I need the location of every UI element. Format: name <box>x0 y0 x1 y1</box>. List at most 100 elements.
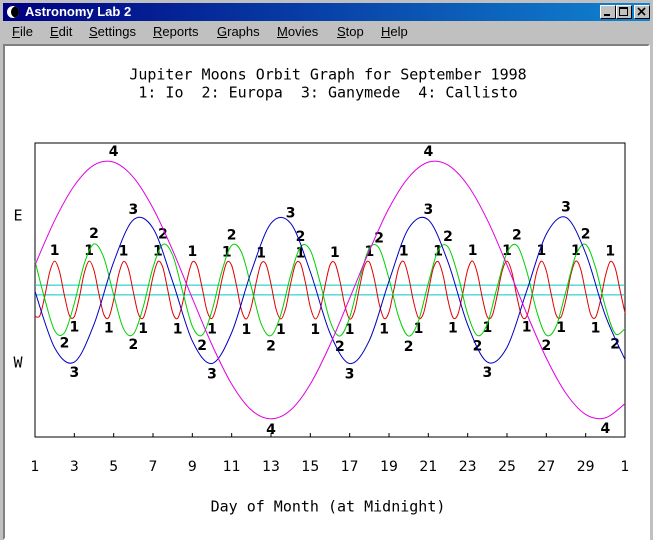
curve-label: 1 <box>482 320 492 336</box>
menu-item[interactable]: Stop <box>337 24 364 39</box>
plot-frame <box>34 142 626 438</box>
curve-label: 2 <box>227 227 237 243</box>
x-tick-label: 23 <box>459 459 477 475</box>
x-tick-label: 17 <box>341 459 359 475</box>
curve-label: 1 <box>556 320 566 336</box>
curve-label: 2 <box>158 226 168 242</box>
x-tick-label: 1 <box>31 459 40 475</box>
window-title: Astronomy Lab 2 <box>25 4 132 19</box>
curve-label: 2 <box>512 227 522 243</box>
curve-label: 1 <box>591 320 601 336</box>
curve-label: 3 <box>207 367 217 383</box>
x-tick-label: 19 <box>380 459 398 475</box>
chart-subtitle: 1: Io 2: Europa 3: Ganymede 4: Callisto <box>138 84 517 102</box>
curve-label: 3 <box>286 205 296 221</box>
maximize-button[interactable] <box>616 5 632 19</box>
curve-label: 1 <box>256 246 266 262</box>
x-tick-label: 3 <box>70 459 79 475</box>
curve-label: 2 <box>296 229 306 245</box>
curve-label: 1 <box>433 244 443 260</box>
curve-label: 2 <box>541 338 551 354</box>
curve-label: 4 <box>423 144 433 160</box>
menu-item[interactable]: Graphs <box>217 24 260 39</box>
curve-label: 1 <box>69 319 79 335</box>
curve-label: 1 <box>276 322 286 338</box>
curve-label: 1 <box>522 319 532 335</box>
curve-label: 1 <box>173 321 183 337</box>
curve-label: 1 <box>468 243 478 259</box>
x-tick-label: 27 <box>537 459 555 475</box>
menu-item[interactable]: Settings <box>89 24 136 39</box>
client-area <box>3 44 650 540</box>
curve-label: 1 <box>50 243 60 259</box>
x-tick-label: 15 <box>301 459 319 475</box>
curve-label: 1 <box>364 244 374 260</box>
curve-label: 2 <box>443 229 453 245</box>
curve-label: 1 <box>571 243 581 259</box>
menu-item[interactable]: File <box>12 24 33 39</box>
curve-label: 3 <box>482 365 492 381</box>
x-tick-label: 1 <box>621 459 630 475</box>
menu-item[interactable]: Help <box>381 24 408 39</box>
curve-label: 1 <box>414 321 424 337</box>
curve-label: 2 <box>581 226 591 242</box>
x-tick-label: 5 <box>109 459 118 475</box>
chart-title: Jupiter Moons Orbit Graph for September … <box>129 66 526 84</box>
curve-label: 2 <box>473 339 483 355</box>
curve-label: 1 <box>222 245 232 261</box>
curve-label: 3 <box>345 367 355 383</box>
curve-label: 1 <box>242 322 252 338</box>
curve-label: 1 <box>448 320 458 336</box>
x-tick-label: 13 <box>262 459 280 475</box>
east-label: E <box>13 207 22 225</box>
curve-label: 1 <box>187 244 197 260</box>
orbit-line <box>34 260 626 320</box>
curve-label: 4 <box>600 421 610 437</box>
curve-label: 2 <box>128 337 138 353</box>
menu-item[interactable]: Movies <box>277 24 319 39</box>
curve-label: 1 <box>310 322 320 338</box>
curve-label: 1 <box>330 245 340 261</box>
x-tick-label: 11 <box>223 459 241 475</box>
x-tick-label: 7 <box>149 459 158 475</box>
curve-label: 3 <box>423 202 433 218</box>
curve-label: 3 <box>561 199 571 215</box>
curve-label: 4 <box>109 144 119 160</box>
close-button[interactable] <box>634 5 650 19</box>
curve-label: 4 <box>266 422 276 438</box>
curve-label: 1 <box>379 321 389 337</box>
app-icon <box>7 6 19 18</box>
curve-label: 1 <box>296 246 306 262</box>
curve-label: 1 <box>138 321 148 337</box>
curve-label: 2 <box>89 226 99 242</box>
minimize-button[interactable] <box>600 5 616 19</box>
curve-label: 2 <box>404 339 414 355</box>
x-tick-label: 21 <box>419 459 437 475</box>
menu-item[interactable]: Reports <box>153 24 199 39</box>
curve-label: 3 <box>69 365 79 381</box>
curve-label: 1 <box>399 244 409 260</box>
curve-label: 3 <box>128 202 138 218</box>
curve-label: 1 <box>207 321 217 337</box>
curve-label: 1 <box>104 320 114 336</box>
curve-label: 2 <box>197 338 207 354</box>
curve-label: 1 <box>605 244 615 260</box>
curve-label: 2 <box>266 339 276 355</box>
curve-label: 2 <box>60 336 70 352</box>
x-tick-label: 9 <box>188 459 197 475</box>
curve-label: 1 <box>119 244 129 260</box>
curve-label: 1 <box>345 322 355 338</box>
curve-label: 2 <box>610 337 620 353</box>
curve-label: 2 <box>374 230 384 246</box>
x-axis-label: Day of Month (at Midnight) <box>211 498 446 516</box>
west-label: W <box>13 354 23 372</box>
orbit-line <box>34 160 626 420</box>
orbit-line <box>34 216 626 365</box>
curve-label: 1 <box>153 244 163 260</box>
curve-label: 1 <box>502 243 512 259</box>
x-tick-label: 29 <box>577 459 595 475</box>
orbit-line <box>34 243 626 337</box>
menu-item[interactable]: Edit <box>50 24 73 39</box>
x-tick-label: 25 <box>498 459 516 475</box>
